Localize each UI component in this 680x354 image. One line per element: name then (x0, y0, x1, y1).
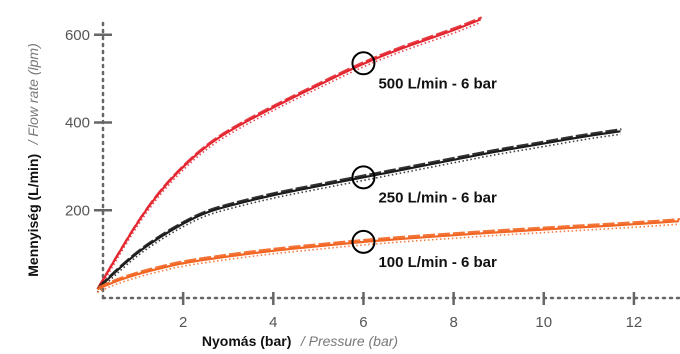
y-axis-label: Mennyiség (L/min) (25, 154, 41, 277)
axis-ticks: 2 4 6 8 10 12 200 400 600 (65, 27, 642, 331)
x-axis-label-translation: / Pressure (bar) (300, 333, 398, 349)
x-axis-label: Nyomás (bar) (202, 333, 291, 349)
series-line (96, 130, 621, 290)
series-annotation-label: 100 L/min - 6 bar (378, 254, 497, 271)
axes (101, 18, 680, 300)
operating-point-markers: 500 L/min - 6 bar 250 L/min - 6 bar 100 L/… (351, 51, 497, 271)
operating-point-circle (351, 51, 376, 76)
series-annotation-label: 500 L/min - 6 bar (378, 75, 497, 92)
y-tick-label: 200 (65, 202, 90, 219)
x-tick-label: 12 (626, 314, 643, 331)
x-axis-title: Nyomás (bar) / Pressure (bar) (202, 333, 398, 350)
y-axis-label-translation: / Flow rate (lpm) (25, 43, 41, 145)
x-tick-label: 2 (179, 314, 187, 331)
series-2 (96, 128, 622, 293)
x-tick-label: 8 (449, 314, 457, 331)
x-tick-label: 6 (359, 314, 367, 331)
series-annotation-label: 250 L/min - 6 bar (378, 189, 497, 206)
series-3 (97, 218, 680, 293)
x-tick-label: 10 (535, 314, 552, 331)
operating-point-circle (351, 229, 376, 254)
series-line (96, 18, 482, 290)
series-line-dotted (96, 21, 481, 293)
series-1 (96, 16, 483, 293)
series-line-dashed (97, 16, 483, 288)
y-tick-label: 400 (65, 115, 90, 132)
y-tick-label: 600 (65, 27, 90, 44)
y-axis-title: Mennyiség (L/min) / Flow rate (lpm) (25, 43, 42, 276)
operating-point-circle (351, 165, 376, 190)
series-line (97, 220, 680, 291)
series-line-dashed (98, 218, 680, 289)
x-tick-label: 4 (269, 314, 277, 331)
series-line-dotted (97, 223, 680, 293)
series-layer (96, 16, 680, 293)
series-line-dotted (96, 133, 621, 293)
